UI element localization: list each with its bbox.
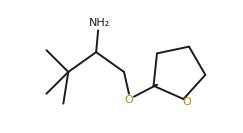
- Text: O: O: [182, 97, 191, 107]
- Text: NH₂: NH₂: [88, 18, 110, 28]
- Text: O: O: [125, 95, 133, 105]
